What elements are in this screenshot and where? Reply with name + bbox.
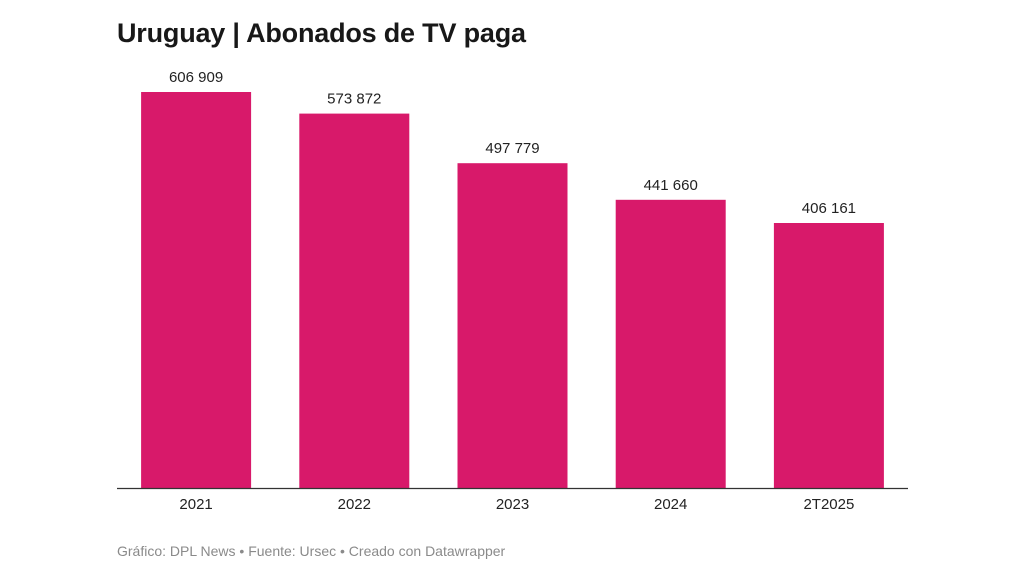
x-tick-label-2022: 2022: [338, 496, 371, 513]
value-label-2022: 573 872: [327, 91, 381, 108]
x-tick-label-2023: 2023: [496, 496, 529, 513]
bar-2024: [615, 199, 726, 489]
value-labels-layer: 606 909 573 872 497 779 441 660 406 161: [169, 69, 856, 217]
bar-2022: [299, 113, 410, 488]
x-tick-label-2024: 2024: [654, 496, 687, 513]
bar-2t2025: [773, 223, 884, 488]
value-label-2024: 441 660: [644, 177, 698, 194]
footer-credit: Gráfico: DPL News • Fuente: Ursec • Crea…: [117, 543, 506, 559]
x-tick-label-2021: 2021: [179, 496, 212, 513]
bar-2021: [141, 92, 252, 488]
x-tick-label-2t2025: 2T2025: [803, 496, 854, 513]
value-label-2021: 606 909: [169, 69, 223, 86]
value-label-2t2025: 406 161: [802, 200, 856, 217]
bars-layer: [141, 92, 884, 489]
x-axis-ticks-layer: 2021 2022 2023 2024 2T2025: [179, 496, 854, 513]
chart-title: Uruguay | Abonados de TV paga: [117, 18, 526, 48]
value-label-2023: 497 779: [485, 140, 539, 157]
bar-2023: [457, 163, 568, 488]
